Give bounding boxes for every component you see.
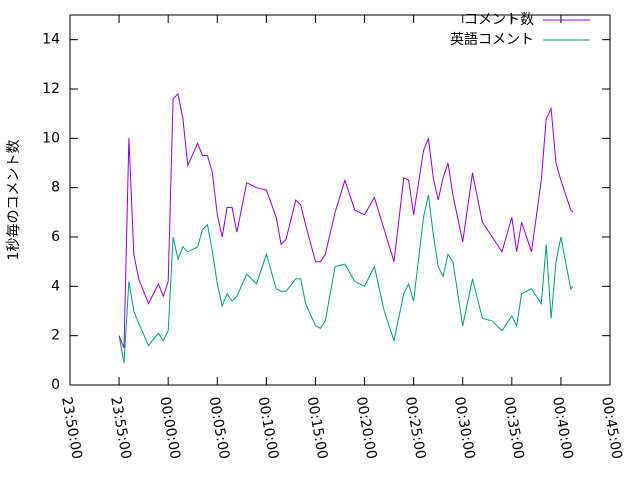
y-tick-label: 8 bbox=[51, 180, 60, 196]
y-axis-label: 1秒毎のコメント数 bbox=[6, 140, 22, 261]
x-tick-label: 23:55:00 bbox=[107, 396, 134, 461]
legend-label: コメント数 bbox=[464, 12, 534, 28]
x-tick-label: 00:10:00 bbox=[254, 396, 281, 461]
x-tick-label: 00:25:00 bbox=[402, 396, 429, 461]
series-line bbox=[118, 194, 574, 363]
x-tick-label: 00:35:00 bbox=[500, 396, 527, 461]
x-tick-label: 00:05:00 bbox=[205, 396, 232, 461]
x-tick-label: 00:40:00 bbox=[549, 396, 576, 461]
x-tick-label: 00:15:00 bbox=[304, 396, 331, 461]
y-tick-label: 14 bbox=[42, 32, 60, 48]
x-tick-label: 00:30:00 bbox=[451, 396, 478, 461]
plot-frame bbox=[69, 14, 611, 386]
x-tick-label: 00:00:00 bbox=[156, 396, 183, 461]
x-tick-label: 00:20:00 bbox=[353, 396, 380, 461]
y-tick-label: 4 bbox=[51, 278, 60, 294]
y-tick-label: 12 bbox=[42, 81, 60, 97]
x-tick-label: 00:45:00 bbox=[598, 396, 625, 461]
legend-label: 英語コメント bbox=[450, 31, 534, 48]
y-tick-label: 0 bbox=[51, 377, 60, 393]
y-tick-label: 10 bbox=[42, 130, 60, 146]
series-line bbox=[118, 92, 574, 349]
y-tick-label: 6 bbox=[51, 229, 60, 245]
y-tick-label: 2 bbox=[51, 328, 60, 344]
x-tick-label: 23:50:00 bbox=[58, 396, 85, 461]
